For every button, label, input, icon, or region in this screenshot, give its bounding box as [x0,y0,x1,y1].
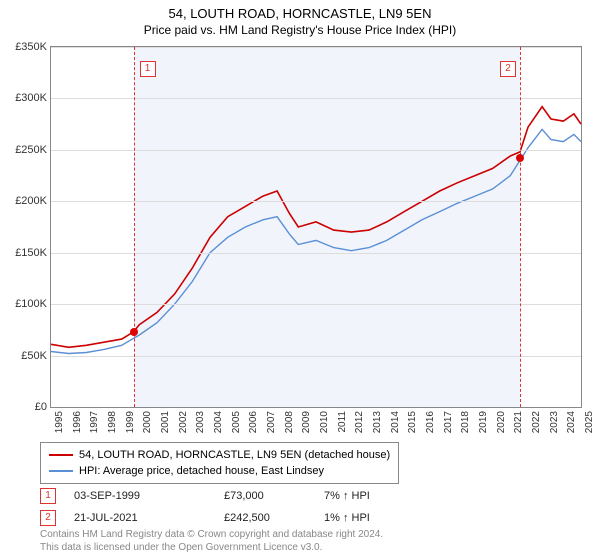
sale-row-1: 1 03-SEP-1999 £73,000 7% ↑ HPI [40,488,424,504]
x-axis-label: 2005 [231,411,242,433]
x-axis-label: 1998 [107,411,118,433]
sale-price-1: £73,000 [224,490,324,502]
sale-marker-badge: 2 [500,61,516,77]
x-axis-label: 2006 [248,411,259,433]
sale-marker-dot [516,154,524,162]
x-axis-label: 2020 [496,411,507,433]
x-axis-label: 2016 [425,411,436,433]
gridline-y [51,356,581,357]
y-axis-label: £150K [0,247,47,259]
footer-line1: Contains HM Land Registry data © Crown c… [40,529,383,542]
sale-pct-1: 7% ↑ HPI [324,490,424,502]
x-axis-label: 2013 [372,411,383,433]
x-axis-label: 2018 [460,411,471,433]
gridline-y [51,150,581,151]
x-axis-label: 1997 [89,411,100,433]
x-axis-label: 1996 [72,411,83,433]
legend-swatch-series1 [49,454,73,456]
x-axis-label: 2012 [354,411,365,433]
x-axis-label: 2011 [337,411,348,433]
sale-marker-dot [130,328,138,336]
x-axis-label: 2003 [195,411,206,433]
gridline-y [51,98,581,99]
sale-price-2: £242,500 [224,512,324,524]
sale-row-2: 2 21-JUL-2021 £242,500 1% ↑ HPI [40,510,424,526]
legend-row-series2: HPI: Average price, detached house, East… [49,463,390,479]
page-subtitle: Price paid vs. HM Land Registry's House … [0,21,600,41]
legend-swatch-series2 [49,470,73,472]
series-line-price_paid [51,107,581,348]
x-axis-label: 2024 [566,411,577,433]
x-axis-label: 2009 [301,411,312,433]
sale-marker-line [520,47,521,407]
x-axis-label: 2017 [443,411,454,433]
sale-marker-badge: 1 [140,61,156,77]
x-axis-label: 1995 [54,411,65,433]
legend-label-series1: 54, LOUTH ROAD, HORNCASTLE, LN9 5EN (det… [79,449,390,461]
x-axis-label: 2023 [549,411,560,433]
x-axis-label: 2002 [178,411,189,433]
y-axis-label: £50K [0,350,47,362]
legend: 54, LOUTH ROAD, HORNCASTLE, LN9 5EN (det… [40,442,399,484]
sale-date-2: 21-JUL-2021 [74,512,224,524]
x-axis-label: 2000 [142,411,153,433]
sale-date-1: 03-SEP-1999 [74,490,224,502]
chart-lines [51,47,581,407]
y-axis-label: £200K [0,195,47,207]
footer-line2: This data is licensed under the Open Gov… [40,542,383,555]
sale-marker-line [134,47,135,407]
sale-pct-2: 1% ↑ HPI [324,512,424,524]
y-axis-label: £250K [0,144,47,156]
sale-marker-2: 2 [40,510,56,526]
x-axis-label: 2008 [284,411,295,433]
footer-attribution: Contains HM Land Registry data © Crown c… [40,529,383,554]
y-axis-label: £100K [0,298,47,310]
chart-plot-area: £0£50K£100K£150K£200K£250K£300K£350K1995… [50,46,582,408]
gridline-y [51,304,581,305]
x-axis-label: 2025 [584,411,595,433]
legend-row-series1: 54, LOUTH ROAD, HORNCASTLE, LN9 5EN (det… [49,447,390,463]
chart-container: 54, LOUTH ROAD, HORNCASTLE, LN9 5EN Pric… [0,0,600,560]
x-axis-label: 2019 [478,411,489,433]
y-axis-label: £350K [0,41,47,53]
x-axis-label: 2001 [160,411,171,433]
sale-marker-1: 1 [40,488,56,504]
x-axis-label: 2015 [407,411,418,433]
gridline-y [51,253,581,254]
page-title: 54, LOUTH ROAD, HORNCASTLE, LN9 5EN [0,0,600,21]
gridline-y [51,201,581,202]
gridline-y [51,47,581,48]
x-axis-label: 1999 [125,411,136,433]
x-axis-label: 2021 [513,411,524,433]
y-axis-label: £0 [0,401,47,413]
legend-label-series2: HPI: Average price, detached house, East… [79,465,324,477]
x-axis-label: 2010 [319,411,330,433]
x-axis-label: 2014 [390,411,401,433]
x-axis-label: 2022 [531,411,542,433]
x-axis-label: 2004 [213,411,224,433]
y-axis-label: £300K [0,92,47,104]
x-axis-label: 2007 [266,411,277,433]
